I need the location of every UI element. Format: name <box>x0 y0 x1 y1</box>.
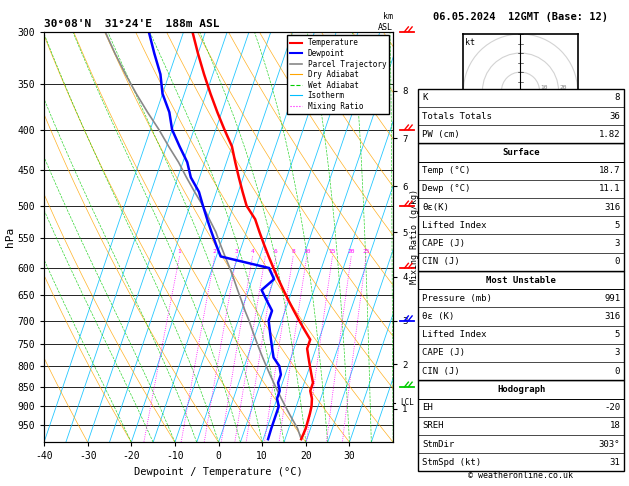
Text: -20: -20 <box>604 403 620 412</box>
Text: 1.82: 1.82 <box>599 130 620 139</box>
Text: CIN (J): CIN (J) <box>422 366 460 376</box>
Text: 2: 2 <box>213 249 216 254</box>
Text: 316: 316 <box>604 203 620 212</box>
Text: 5: 5 <box>615 330 620 339</box>
Text: PW (cm): PW (cm) <box>422 130 460 139</box>
Text: 1: 1 <box>177 249 181 254</box>
Text: 18: 18 <box>610 421 620 431</box>
Text: CAPE (J): CAPE (J) <box>422 239 465 248</box>
Text: Totals Totals: Totals Totals <box>422 111 492 121</box>
Text: Dewp (°C): Dewp (°C) <box>422 184 470 193</box>
Text: 18.7: 18.7 <box>599 166 620 175</box>
Text: Most Unstable: Most Unstable <box>486 276 556 285</box>
Text: 10: 10 <box>303 249 311 254</box>
Text: 3: 3 <box>615 239 620 248</box>
Legend: Temperature, Dewpoint, Parcel Trajectory, Dry Adiabat, Wet Adiabat, Isotherm, Mi: Temperature, Dewpoint, Parcel Trajectory… <box>287 35 389 114</box>
Text: 5: 5 <box>264 249 267 254</box>
Text: 11.1: 11.1 <box>599 184 620 193</box>
Text: CAPE (J): CAPE (J) <box>422 348 465 358</box>
Text: 3: 3 <box>235 249 238 254</box>
Text: EH: EH <box>422 403 433 412</box>
Text: StmDir: StmDir <box>422 439 454 449</box>
Text: Lifted Index: Lifted Index <box>422 221 487 230</box>
Text: 8: 8 <box>291 249 295 254</box>
Text: LCL: LCL <box>400 398 414 407</box>
Text: 303°: 303° <box>599 439 620 449</box>
Text: K: K <box>422 93 428 103</box>
Text: 991: 991 <box>604 294 620 303</box>
Text: θε (K): θε (K) <box>422 312 454 321</box>
Text: 0: 0 <box>615 257 620 266</box>
Text: 4: 4 <box>250 249 254 254</box>
Text: Surface: Surface <box>503 148 540 157</box>
Text: 10: 10 <box>540 85 548 90</box>
Text: Pressure (mb): Pressure (mb) <box>422 294 492 303</box>
Text: 15: 15 <box>329 249 336 254</box>
Text: 5: 5 <box>615 221 620 230</box>
Text: SREH: SREH <box>422 421 443 431</box>
X-axis label: Dewpoint / Temperature (°C): Dewpoint / Temperature (°C) <box>134 467 303 477</box>
Text: km
ASL: km ASL <box>378 12 393 32</box>
Text: 25: 25 <box>362 249 370 254</box>
Text: 36: 36 <box>610 111 620 121</box>
Text: 20: 20 <box>347 249 355 254</box>
Text: Temp (°C): Temp (°C) <box>422 166 470 175</box>
Text: 6: 6 <box>274 249 278 254</box>
Text: 31: 31 <box>610 458 620 467</box>
Text: Hodograph: Hodograph <box>497 385 545 394</box>
Text: 0: 0 <box>615 366 620 376</box>
Text: θε(K): θε(K) <box>422 203 449 212</box>
Text: 8: 8 <box>615 93 620 103</box>
Text: StmSpd (kt): StmSpd (kt) <box>422 458 481 467</box>
Text: 30°08'N  31°24'E  188m ASL: 30°08'N 31°24'E 188m ASL <box>44 19 220 30</box>
Text: Lifted Index: Lifted Index <box>422 330 487 339</box>
Y-axis label: hPa: hPa <box>4 227 14 247</box>
Text: 20: 20 <box>560 85 567 90</box>
Text: kt: kt <box>465 38 476 47</box>
Text: 316: 316 <box>604 312 620 321</box>
Y-axis label: Mixing Ratio (g/kg): Mixing Ratio (g/kg) <box>410 190 420 284</box>
Text: © weatheronline.co.uk: © weatheronline.co.uk <box>469 471 573 480</box>
Text: CIN (J): CIN (J) <box>422 257 460 266</box>
Text: 06.05.2024  12GMT (Base: 12): 06.05.2024 12GMT (Base: 12) <box>433 12 608 22</box>
Text: 3: 3 <box>615 348 620 358</box>
